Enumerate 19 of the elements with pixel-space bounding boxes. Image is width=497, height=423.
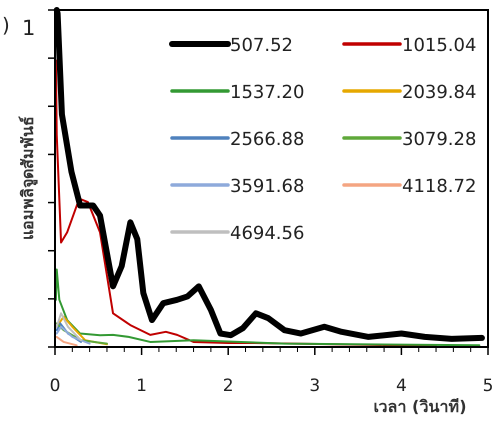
legend-label: 3079.28 (402, 129, 476, 150)
x-tick-label: 3 (309, 376, 320, 396)
text: 1 (22, 16, 36, 40)
legend-label: 1015.04 (402, 35, 476, 56)
x-tick-label: 1 (136, 376, 148, 396)
x-tick-label: 5 (482, 376, 494, 396)
x-axis-title: เวลา (วินาที) (373, 397, 467, 416)
legend-label: 4694.56 (230, 223, 304, 244)
x-tick-label: 2 (222, 376, 234, 396)
legend-label: 507.52 (230, 35, 293, 56)
legend-label: 2039.84 (402, 82, 476, 103)
legend-label: 1537.20 (230, 82, 304, 103)
legend-label: 2566.88 (230, 129, 304, 150)
legend-label: 3591.68 (230, 176, 304, 197)
y-axis-title: แอมพลิจูดสัมพันธ์ (18, 116, 39, 240)
text: ) (2, 13, 10, 37)
x-tick-label: 0 (50, 376, 60, 396)
x-tick-label: 4 (396, 376, 407, 396)
legend-label: 4118.72 (402, 176, 476, 197)
